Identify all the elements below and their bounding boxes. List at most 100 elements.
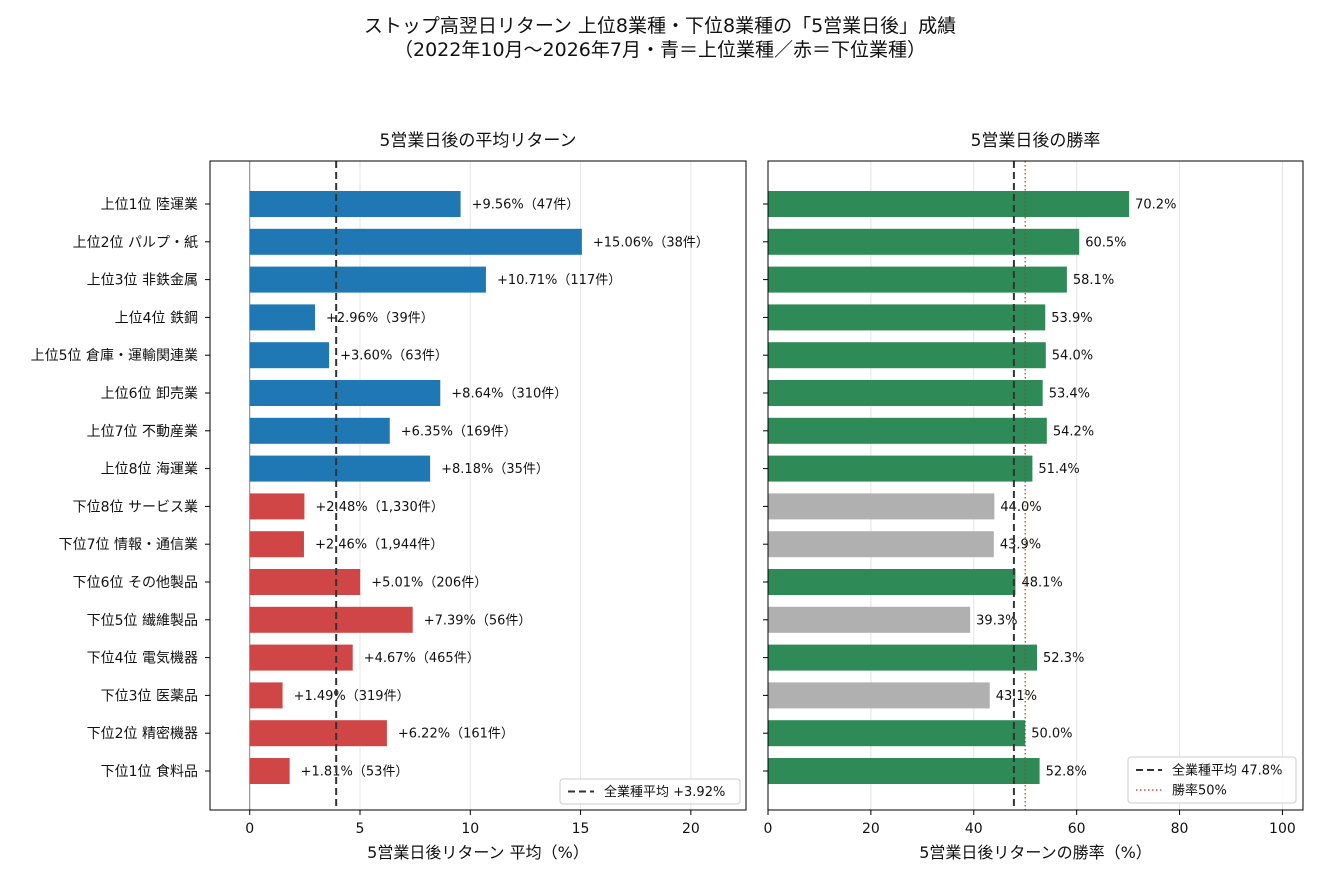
winrate-bar [768,266,1067,293]
return-bar [249,682,283,709]
winrate-data-label: 54.2% [1053,424,1094,439]
return-data-label: +4.67%（465件） [364,651,480,666]
return-bar [249,606,413,633]
winrate-bar [768,569,1016,595]
return-data-label: +2.48%（1,330件） [315,500,443,515]
winrate-data-label: 39.3% [976,613,1017,628]
winrate-bar [768,758,1040,784]
winrate-data-label: 48.1% [1021,576,1062,591]
return-data-label: +8.64%（310件） [451,387,567,402]
category-tick-label: 上位6位 卸売業 [101,386,198,402]
chart-suptitle-line1: ストップ高翌日リターン 上位8業種・下位8業種の「5営業日後」成績 [363,15,957,37]
winrate-bar [768,191,1130,217]
winrate-data-label: 43.1% [996,689,1037,704]
return-bar [249,758,290,784]
return-bar [249,380,441,406]
return-data-label: +10.71%（117件） [497,273,621,288]
return-data-label: +3.60%（63件） [340,349,448,364]
winrate-data-label: 52.3% [1043,651,1084,666]
category-tick-label: 上位5位 倉庫・運輸関連業 [31,347,198,364]
winrate-bar [768,531,994,558]
winrate-bar [768,720,1026,747]
return-bar [249,304,315,331]
category-tick-label: 下位4位 電気機器 [87,651,198,667]
winrate-data-label: 51.4% [1038,462,1079,477]
winrate-data-label: 52.8% [1046,765,1087,780]
winrate-data-label: 44.0% [1000,500,1041,515]
return-x-tick-label: 5 [356,821,365,837]
category-tick-label: 下位5位 繊維製品 [87,613,198,629]
category-tick-label: 上位4位 鉄鋼 [115,310,198,326]
return-x-tick-label: 0 [245,821,254,837]
return-data-label: +5.01%（206件） [371,576,487,591]
winrate-x-tick-label: 80 [1171,821,1189,837]
winrate-x-tick-label: 60 [1068,821,1086,837]
winrate-x-tick-label: 100 [1269,821,1296,837]
category-tick-label: 上位2位 パルプ・紙 [73,235,198,251]
chart-suptitle-line2: （2022年10月〜2026年7月・青＝上位業種／赤＝下位業種） [394,39,926,61]
winrate-x-tick-label: 20 [862,821,880,837]
return-data-label: +7.39%（56件） [424,613,532,628]
winrate-x-axis-label: 5営業日後リターンの勝率（%） [919,843,1152,862]
winrate-x-tick-label: 0 [764,821,773,837]
return-bar [249,455,431,482]
winrate-data-label: 60.5% [1085,235,1126,250]
return-data-label: +6.35%（169件） [401,424,517,439]
category-tick-label: 上位3位 非鉄金属 [87,273,198,289]
winrate-legend-box [1127,756,1297,804]
category-tick-label: 上位1位 陸運業 [101,197,198,213]
return-bar [249,493,305,520]
winrate-legend-label-fifty: 勝率50% [1172,783,1227,799]
winrate-bar [768,606,971,633]
category-tick-label: 下位7位 情報・通信業 [59,537,198,553]
return-bar [249,569,361,595]
return-bar [249,720,387,747]
category-tick-label: 下位1位 食料品 [101,763,198,780]
category-tick-label: 下位3位 医薬品 [101,688,198,704]
return-x-tick-label: 15 [572,821,590,837]
winrate-panel-title: 5営業日後の勝率 [971,131,1101,151]
winrate-bar [768,228,1080,255]
return-x-tick-label: 20 [682,821,700,837]
winrate-data-label: 53.9% [1051,311,1092,326]
category-tick-label: 上位7位 不動産業 [87,424,198,440]
winrate-bar [768,682,990,709]
winrate-bar [768,417,1047,444]
winrate-plot-frame [767,160,1304,811]
return-bar [249,531,304,558]
winrate-data-label: 58.1% [1073,273,1114,288]
return-bar [249,644,353,671]
winrate-data-label: 50.0% [1031,727,1072,742]
return-panel-title: 5営業日後の平均リターン [380,131,577,151]
return-data-label: +9.56%（47件） [472,198,580,213]
winrate-bar [768,380,1043,406]
winrate-bar [768,304,1046,331]
return-legend-label: 全業種平均 +3.92% [604,784,725,800]
winrate-data-label: 70.2% [1135,198,1176,213]
winrate-legend-label-average: 全業種平均 47.8% [1172,763,1282,779]
return-x-axis-label: 5営業日後リターン 平均（%） [367,843,589,862]
category-tick-label: 下位2位 精密機器 [87,725,198,742]
return-data-label: +2.46%（1,944件） [315,538,443,553]
winrate-bar [768,644,1038,671]
winrate-data-label: 43.9% [1000,538,1041,553]
winrate-data-label: 54.0% [1052,349,1093,364]
return-data-label: +8.18%（35件） [441,462,549,477]
return-bar [249,342,330,369]
return-x-tick-label: 10 [461,821,479,837]
category-tick-label: 上位8位 海運業 [101,462,198,478]
return-data-label: +1.81%（53件） [301,765,409,780]
return-data-label: +1.49%（319件） [294,689,410,704]
return-plot-frame [209,160,747,811]
return-bar [249,417,390,444]
category-tick-label: 下位6位 その他製品 [73,575,198,591]
winrate-bar [768,342,1046,369]
return-legend-box [559,778,741,805]
return-bar [249,191,461,217]
winrate-bar [768,455,1033,482]
return-bar [249,266,486,293]
category-tick-label: 下位8位 サービス業 [73,499,198,515]
return-data-label: +2.96%（39件） [326,311,434,326]
winrate-x-tick-label: 40 [965,821,983,837]
